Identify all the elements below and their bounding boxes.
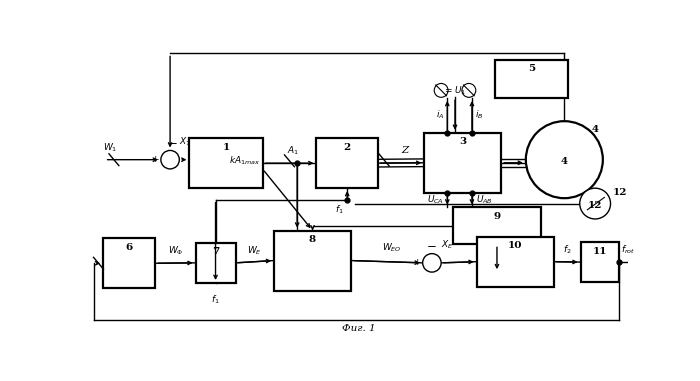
Text: 12: 12 (613, 188, 627, 197)
Text: 9: 9 (494, 212, 500, 221)
Circle shape (462, 83, 476, 97)
Text: 12: 12 (588, 201, 603, 210)
Text: $U_{CA}$: $U_{CA}$ (426, 194, 444, 207)
Text: 6: 6 (126, 243, 133, 252)
Bar (195, 243, 235, 283)
Text: 7: 7 (212, 248, 219, 256)
Bar (103, 238, 155, 288)
Text: $=U_1$: $=U_1$ (443, 84, 467, 97)
Bar (274, 231, 351, 291)
Circle shape (526, 121, 603, 198)
Circle shape (423, 254, 441, 272)
Text: 10: 10 (508, 241, 522, 250)
Text: $f_1$: $f_1$ (211, 294, 220, 306)
Bar (316, 138, 378, 188)
Circle shape (434, 83, 448, 97)
Text: 3: 3 (459, 137, 466, 146)
Text: $W_{EO}$: $W_{EO}$ (382, 242, 401, 255)
Text: $f_1$: $f_1$ (335, 203, 344, 216)
Text: −: − (167, 136, 177, 149)
Text: 4: 4 (561, 157, 568, 166)
Text: $X_E$: $X_E$ (441, 239, 454, 251)
Text: $i_A$: $i_A$ (436, 109, 445, 122)
Text: −: − (427, 239, 437, 252)
Text: $A_1$: $A_1$ (287, 144, 300, 157)
Text: Z: Z (401, 146, 409, 155)
Bar (580, 242, 619, 282)
Text: $W_1$: $W_1$ (103, 141, 118, 154)
Bar (189, 138, 262, 188)
Circle shape (161, 150, 179, 169)
Bar (495, 59, 568, 98)
Text: $W_\Phi$: $W_\Phi$ (168, 245, 183, 257)
Text: 11: 11 (592, 247, 607, 256)
Text: 2: 2 (344, 143, 351, 152)
Bar (453, 207, 541, 244)
Text: 1: 1 (223, 143, 230, 152)
Text: +: + (151, 155, 158, 164)
Circle shape (580, 188, 610, 219)
Text: Фиг. 1: Фиг. 1 (342, 324, 376, 333)
Text: 5: 5 (528, 64, 536, 73)
Text: 8: 8 (309, 235, 316, 244)
Text: $U_{AB}$: $U_{AB}$ (476, 194, 493, 207)
Bar (477, 237, 554, 287)
Text: $W_E$: $W_E$ (247, 244, 262, 257)
Text: $f_{rot}$: $f_{rot}$ (621, 243, 635, 256)
Text: $kA_{1max}$: $kA_{1max}$ (229, 155, 260, 167)
Bar (424, 133, 501, 193)
Text: $i_B$: $i_B$ (475, 109, 484, 122)
Text: $X_1$: $X_1$ (179, 136, 191, 148)
Text: $f_2$: $f_2$ (563, 243, 571, 256)
Text: +: + (413, 258, 420, 267)
Text: 4: 4 (592, 125, 599, 134)
